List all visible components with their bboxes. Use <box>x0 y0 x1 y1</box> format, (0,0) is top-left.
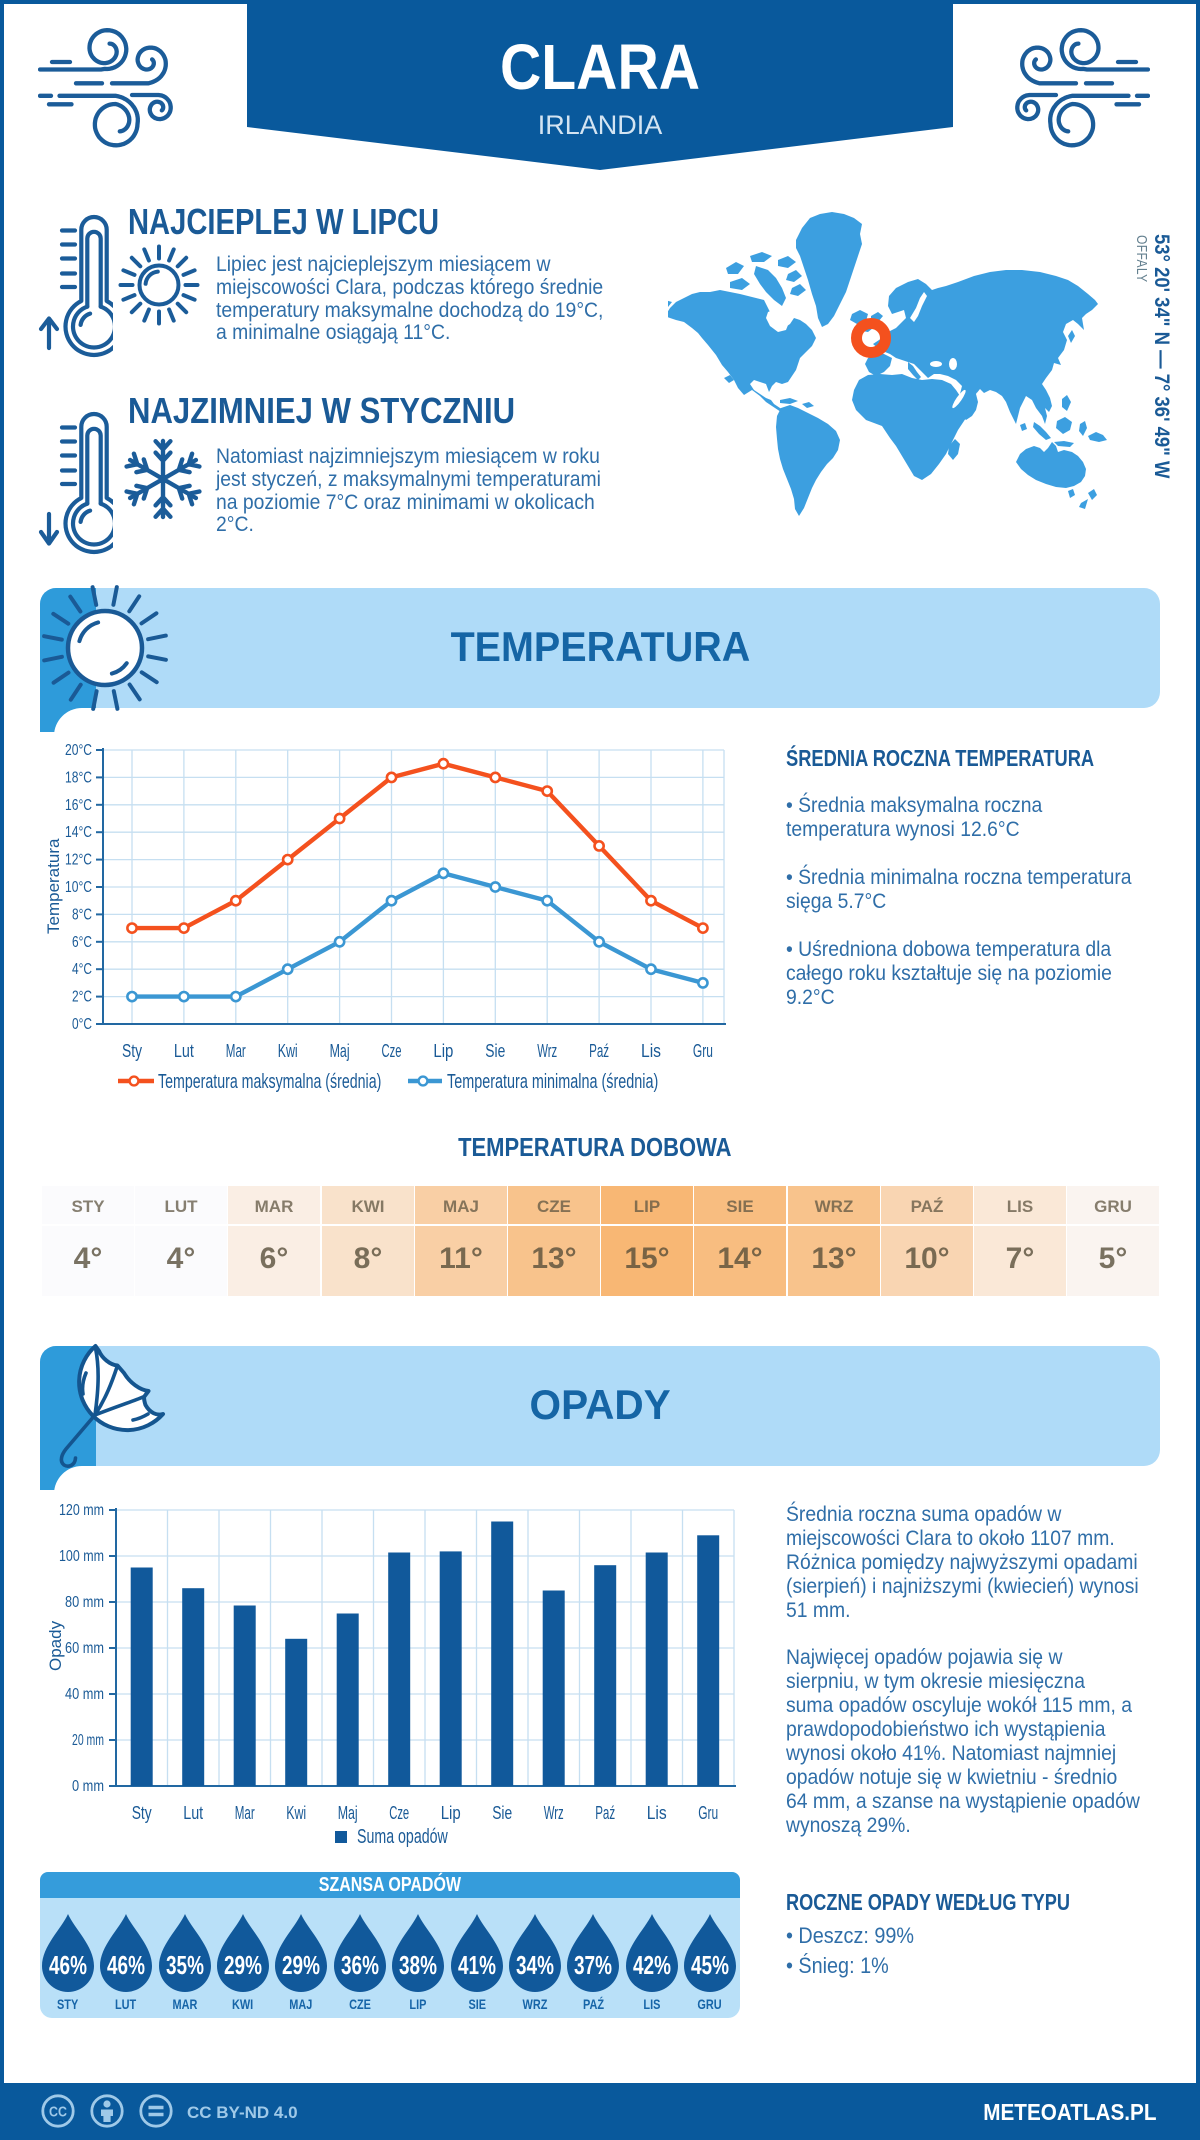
svg-text:36%: 36% <box>341 1950 379 1980</box>
svg-text:Sty: Sty <box>122 1041 142 1061</box>
svg-text:CC: CC <box>49 2105 67 2121</box>
svg-text:Kwi: Kwi <box>278 1041 298 1061</box>
svg-text:35%: 35% <box>166 1950 204 1980</box>
svg-text:Mar: Mar <box>226 1041 246 1061</box>
svg-text:Lip: Lip <box>441 1803 461 1823</box>
svg-text:42%: 42% <box>633 1950 671 1980</box>
svg-text:Lis: Lis <box>647 1803 667 1823</box>
svg-text:29%: 29% <box>224 1950 262 1980</box>
svg-text:Maj: Maj <box>330 1041 350 1061</box>
svg-text:Wrz: Wrz <box>537 1041 557 1061</box>
svg-text:29%: 29% <box>282 1950 320 1980</box>
svg-text:46%: 46% <box>107 1950 145 1980</box>
svg-text:20 mm: 20 mm <box>72 1732 104 1749</box>
svg-text:100 mm: 100 mm <box>59 1548 104 1565</box>
svg-text:38%: 38% <box>399 1950 437 1980</box>
svg-text:2°C: 2°C <box>72 989 92 1006</box>
svg-text:Kwi: Kwi <box>286 1803 306 1823</box>
svg-text:Wrz: Wrz <box>544 1803 564 1823</box>
svg-text:20°C: 20°C <box>65 742 92 759</box>
svg-text:41%: 41% <box>458 1950 496 1980</box>
svg-text:0 mm: 0 mm <box>72 1778 104 1795</box>
svg-text:Cze: Cze <box>389 1803 409 1823</box>
svg-text:Lis: Lis <box>641 1041 661 1061</box>
svg-text:Sie: Sie <box>492 1803 512 1823</box>
svg-text:Paź: Paź <box>595 1803 615 1823</box>
svg-text:Gru: Gru <box>698 1803 718 1823</box>
svg-text:37%: 37% <box>574 1950 612 1980</box>
svg-text:Gru: Gru <box>693 1041 713 1061</box>
svg-text:Maj: Maj <box>338 1803 358 1823</box>
svg-text:Paź: Paź <box>589 1041 609 1061</box>
svg-text:Sty: Sty <box>132 1803 152 1823</box>
svg-text:Cze: Cze <box>382 1041 402 1061</box>
svg-text:8°C: 8°C <box>72 906 92 923</box>
svg-text:0°C: 0°C <box>72 1016 92 1033</box>
svg-text:Mar: Mar <box>235 1803 255 1823</box>
svg-text:80 mm: 80 mm <box>65 1594 104 1611</box>
svg-text:60 mm: 60 mm <box>65 1640 104 1657</box>
svg-text:18°C: 18°C <box>65 769 92 786</box>
svg-text:34%: 34% <box>516 1950 554 1980</box>
svg-text:40 mm: 40 mm <box>65 1686 104 1703</box>
svg-text:4°C: 4°C <box>72 961 92 978</box>
svg-text:120 mm: 120 mm <box>59 1502 104 1519</box>
svg-text:12°C: 12°C <box>65 852 92 869</box>
svg-text:Lut: Lut <box>174 1041 194 1061</box>
svg-text:46%: 46% <box>49 1950 87 1980</box>
svg-text:Sie: Sie <box>485 1041 505 1061</box>
svg-text:14°C: 14°C <box>65 824 92 841</box>
svg-text:6°C: 6°C <box>72 934 92 951</box>
svg-text:10°C: 10°C <box>65 879 92 896</box>
svg-text:45%: 45% <box>691 1950 729 1980</box>
svg-text:Lut: Lut <box>183 1803 203 1823</box>
svg-text:Lip: Lip <box>433 1041 453 1061</box>
svg-text:16°C: 16°C <box>65 797 92 814</box>
